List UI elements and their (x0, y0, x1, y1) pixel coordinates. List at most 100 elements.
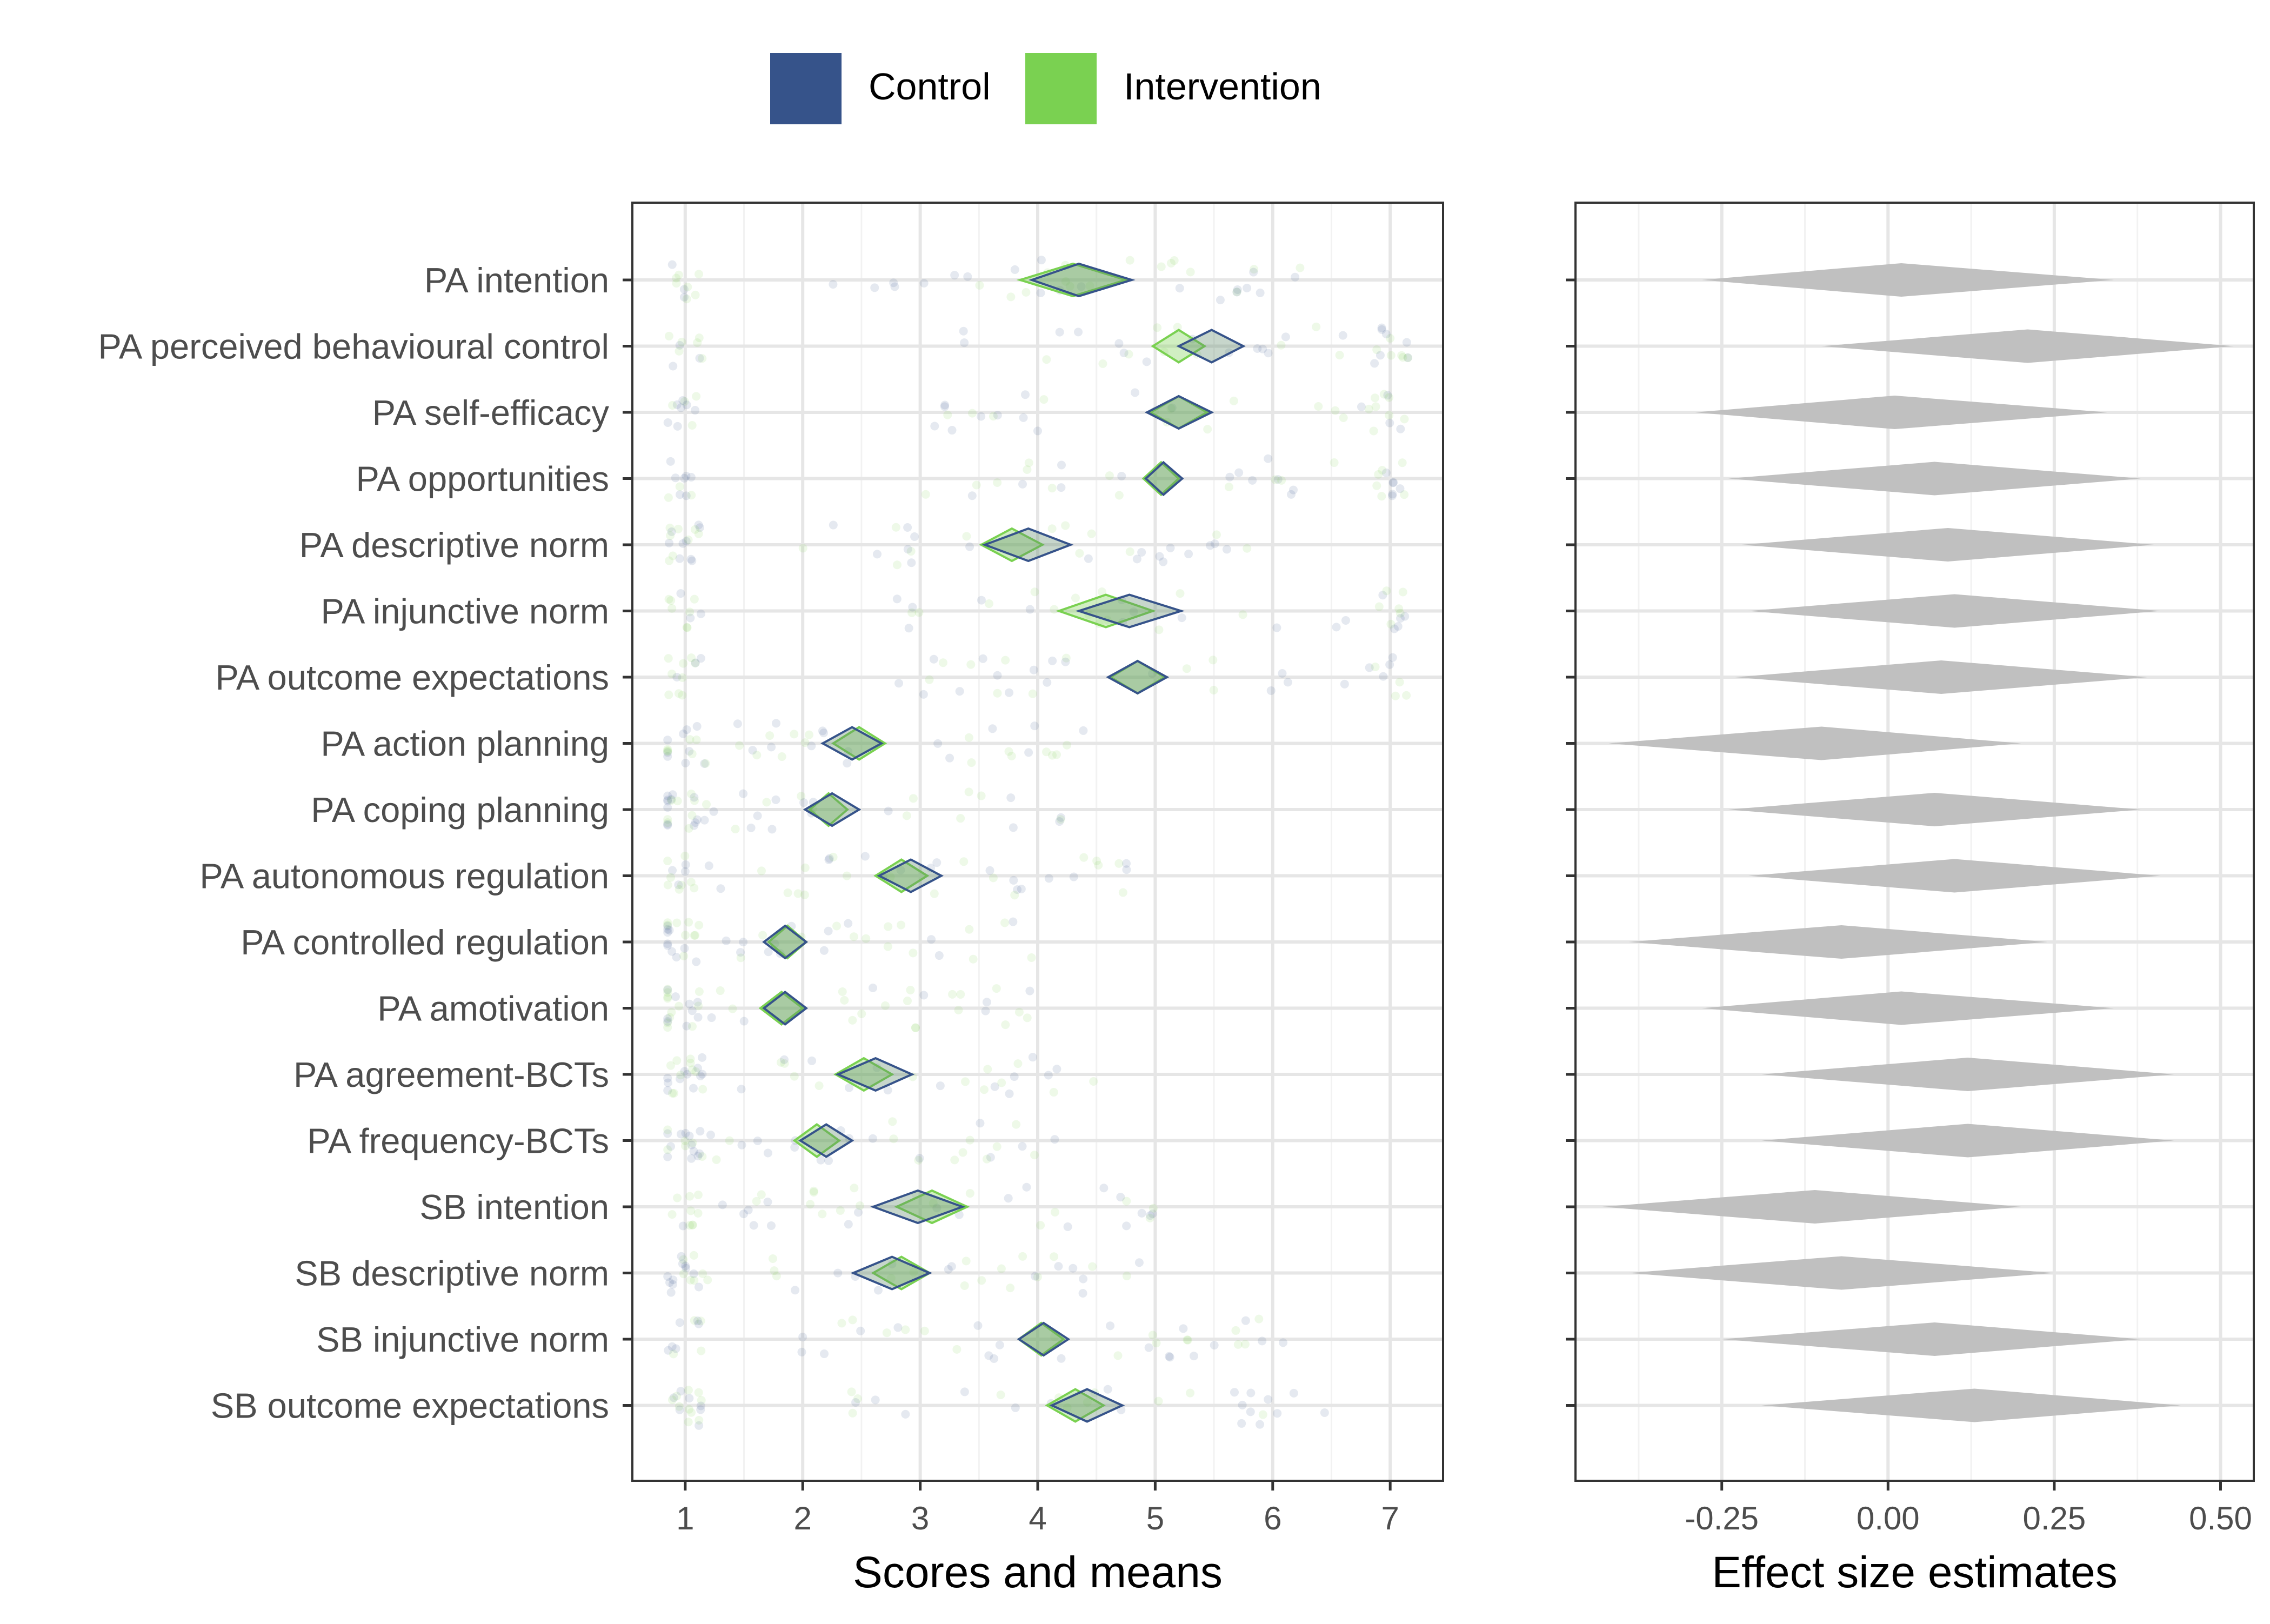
raw-score-point (707, 1013, 716, 1022)
raw-score-point (1009, 917, 1018, 926)
raw-score-point (1055, 817, 1064, 826)
raw-score-point (818, 726, 827, 736)
raw-score-point (933, 739, 943, 748)
raw-score-point (1264, 454, 1273, 463)
raw-score-point (1170, 256, 1179, 265)
raw-score-point (956, 990, 965, 999)
raw-score-point (936, 1081, 945, 1091)
raw-score-point (1043, 678, 1052, 687)
raw-score-point (1144, 1343, 1153, 1352)
raw-score-point (896, 865, 905, 874)
raw-score-point (1165, 1353, 1174, 1362)
raw-score-point (663, 1023, 672, 1032)
raw-score-point (1232, 288, 1241, 297)
raw-score-point (1039, 395, 1049, 404)
effect-size-diamond (1821, 329, 2234, 363)
raw-score-point (664, 654, 673, 663)
raw-score-point (683, 623, 692, 632)
raw-score-point (1378, 591, 1387, 600)
raw-score-point (696, 1401, 705, 1411)
raw-score-point (1074, 328, 1083, 337)
raw-score-point (958, 1148, 967, 1157)
raw-score-point (1142, 357, 1151, 366)
raw-score-point (1106, 1321, 1115, 1331)
raw-score-point (690, 793, 699, 802)
raw-score-point (689, 1084, 698, 1093)
control-mean-diamond (982, 527, 1074, 563)
raw-score-point (1103, 1385, 1112, 1394)
raw-score-point (914, 608, 924, 617)
raw-score-point (757, 866, 766, 876)
x-tick-label: -0.25 (1685, 1500, 1759, 1536)
raw-score-point (832, 921, 842, 931)
raw-score-point (704, 861, 713, 870)
raw-score-point (930, 889, 939, 898)
raw-score-point (663, 994, 672, 1003)
raw-score-point (1050, 1207, 1059, 1217)
effect-size-diamond (1695, 396, 2108, 429)
raw-score-point (663, 1129, 672, 1138)
raw-score-point (678, 1259, 687, 1268)
raw-score-point (979, 1085, 989, 1094)
raw-score-point (748, 746, 757, 755)
raw-score-point (1056, 813, 1065, 822)
raw-score-point (666, 531, 675, 540)
raw-score-point (735, 741, 744, 750)
raw-score-point (1037, 256, 1046, 265)
raw-score-point (667, 604, 677, 613)
raw-score-point (663, 1152, 672, 1161)
raw-score-point (663, 803, 672, 812)
raw-score-point (702, 800, 711, 809)
raw-score-point (1018, 1142, 1027, 1151)
control-mean-diamond (1144, 395, 1214, 430)
raw-score-point (845, 1083, 854, 1092)
raw-score-point (1030, 721, 1039, 731)
raw-score-point (697, 1395, 706, 1405)
control-mean-diamond (798, 1123, 854, 1158)
raw-score-point (806, 1200, 815, 1209)
raw-score-point (976, 1119, 985, 1128)
raw-score-point (678, 539, 687, 548)
raw-score-point (678, 396, 687, 405)
raw-score-point (1000, 918, 1010, 927)
raw-score-point (739, 1017, 749, 1026)
raw-score-point (1061, 657, 1070, 666)
raw-score-point (670, 1088, 679, 1098)
raw-score-point (1246, 1407, 1255, 1416)
control-mean-diamond (1144, 460, 1184, 497)
x-axis-title: Scores and means (853, 1548, 1223, 1597)
raw-score-point (680, 473, 689, 483)
raw-score-point (1044, 1071, 1053, 1080)
raw-score-point (696, 1127, 705, 1136)
raw-score-point (1385, 418, 1394, 427)
raw-score-point (1183, 1335, 1192, 1345)
raw-score-point (690, 931, 699, 940)
raw-score-point (965, 542, 974, 551)
raw-score-point (997, 1078, 1006, 1087)
category-label: PA self-efficacy (372, 393, 610, 432)
raw-score-point (1061, 653, 1071, 663)
raw-score-point (1341, 616, 1350, 625)
raw-score-point (791, 1286, 800, 1295)
raw-score-point (671, 1344, 680, 1353)
raw-score-point (1230, 1388, 1239, 1397)
raw-score-point (663, 880, 672, 890)
raw-score-point (783, 888, 792, 898)
raw-score-point (1210, 1341, 1219, 1350)
raw-score-point (819, 729, 828, 738)
raw-score-point (1159, 557, 1168, 566)
raw-score-point (1010, 891, 1019, 900)
raw-score-point (1225, 472, 1234, 482)
raw-score-point (914, 1155, 923, 1165)
raw-score-point (691, 658, 700, 667)
raw-score-point (1148, 1331, 1157, 1340)
raw-score-point (1377, 323, 1386, 332)
raw-score-point (1114, 491, 1124, 500)
raw-score-point (1332, 623, 1341, 632)
raw-score-point (696, 1405, 705, 1414)
raw-score-point (909, 1267, 918, 1277)
raw-score-point (1075, 549, 1084, 558)
raw-score-point (1056, 815, 1065, 824)
raw-score-point (954, 1005, 963, 1014)
raw-score-point (1052, 750, 1061, 759)
